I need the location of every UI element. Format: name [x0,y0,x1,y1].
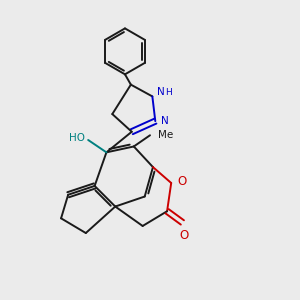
Text: HO: HO [69,133,85,142]
Text: N: N [160,116,168,126]
Text: O: O [179,229,188,242]
Text: H: H [165,88,172,97]
Text: Me: Me [158,130,173,140]
Text: O: O [178,175,187,188]
Text: N: N [157,87,165,97]
